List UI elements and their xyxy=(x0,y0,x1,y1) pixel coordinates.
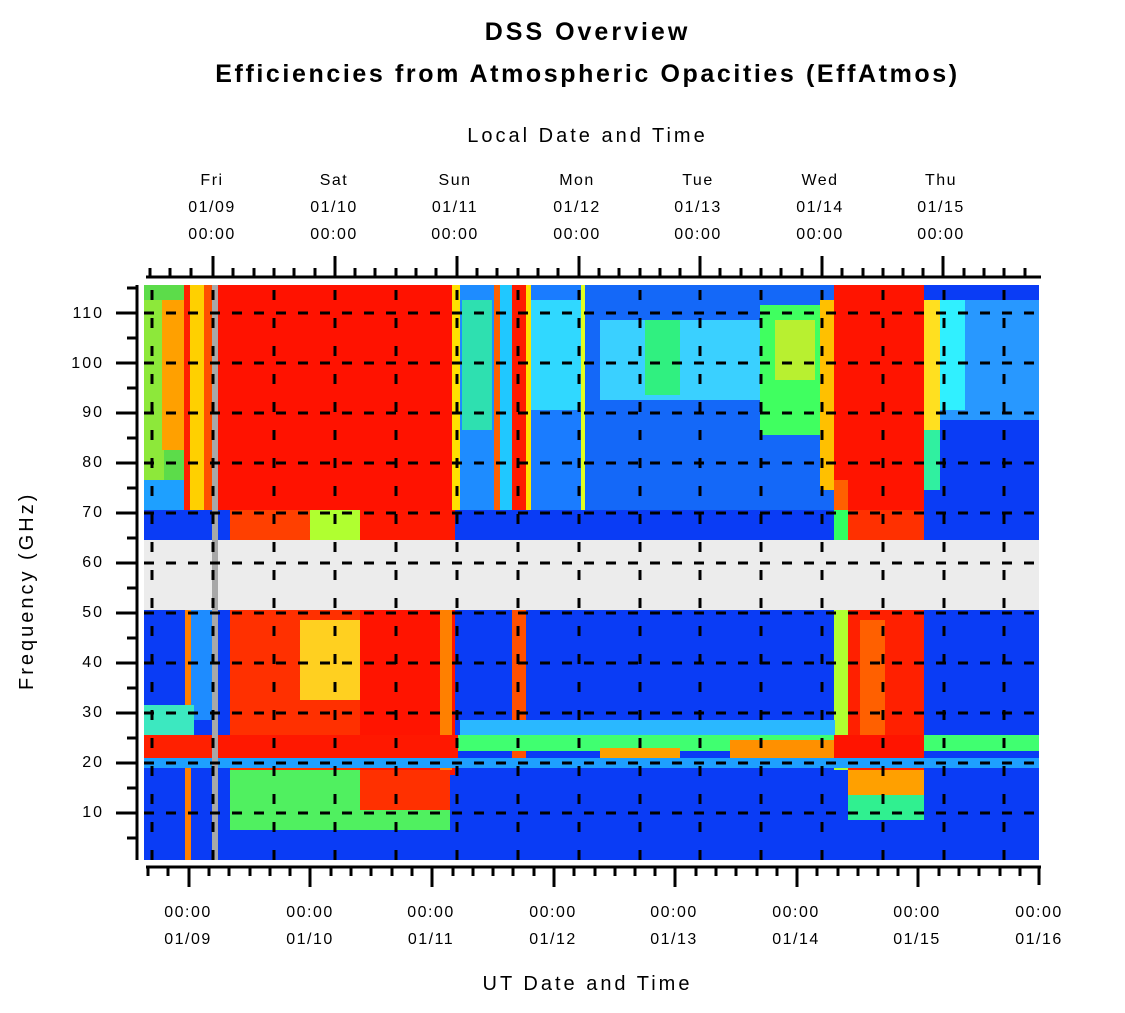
bottom-tick-label: 00:00 01/10 xyxy=(286,904,334,948)
no-data-band xyxy=(144,540,1039,610)
top-tick-label: Sun 01/11 00:00 xyxy=(431,172,479,243)
upper-band xyxy=(144,285,1039,540)
top-tick-label: Mon 01/12 00:00 xyxy=(553,172,601,243)
top-axis-tick-marks xyxy=(148,256,1027,277)
bottom-tick-label: 00:00 01/12 xyxy=(529,904,577,948)
top-axis-label: Local Date and Time xyxy=(467,125,708,147)
top-tick-label: Tue 01/13 00:00 xyxy=(674,172,722,243)
chart-title: DSS Overview xyxy=(484,18,691,46)
top-tick-label: Fri 01/09 00:00 xyxy=(188,172,236,243)
top-tick-label: Sat 01/10 00:00 xyxy=(310,172,358,243)
bottom-axis-tick-marks xyxy=(146,867,1022,887)
y-tick-label: 40 xyxy=(82,654,104,671)
y-tick-label: 50 xyxy=(82,604,104,621)
y-tick-label: 90 xyxy=(82,404,104,421)
y-tick-label: 60 xyxy=(82,554,104,571)
y-tick-label: 80 xyxy=(82,454,104,471)
data-gap-marker xyxy=(212,285,218,860)
y-tick-label: 100 xyxy=(71,355,104,372)
chart-subtitle: Efficiencies from Atmospheric Opacities … xyxy=(215,60,960,88)
grid-lines-vertical xyxy=(150,290,1006,860)
y-tick-label: 110 xyxy=(72,305,104,322)
y-tick-label: 30 xyxy=(82,704,104,721)
bottom-axis-label: UT Date and Time xyxy=(482,973,693,995)
bottom-tick-label: 00:00 01/11 xyxy=(407,904,455,948)
bottom-tick-label: 00:00 01/14 xyxy=(772,904,820,948)
y-axis-tick-marks xyxy=(116,286,137,840)
top-tick-label: Wed 01/14 00:00 xyxy=(796,172,844,243)
y-tick-label: 20 xyxy=(82,754,104,771)
top-tick-label: Thu 01/15 00:00 xyxy=(917,172,965,243)
bottom-tick-label: 00:00 01/13 xyxy=(650,904,698,948)
bottom-tick-label: 00:00 01/15 xyxy=(893,904,941,948)
y-tick-label: 70 xyxy=(82,504,104,521)
grid-lines xyxy=(144,311,1039,815)
bottom-tick-label: 00:00 01/09 xyxy=(164,904,212,948)
bottom-tick-label: 00:00 01/16 xyxy=(1015,904,1063,948)
y-tick-label: 10 xyxy=(82,804,104,821)
